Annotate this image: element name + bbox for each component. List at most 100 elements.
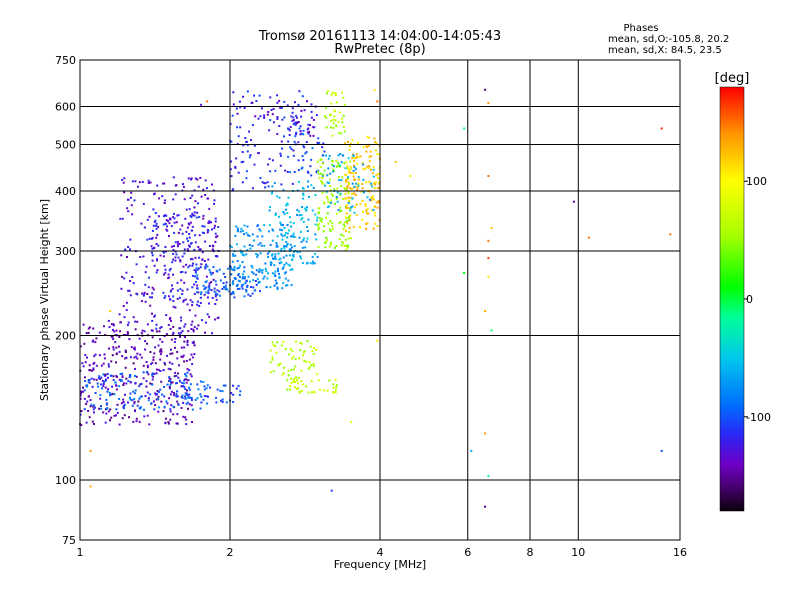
data-point	[200, 263, 203, 266]
data-point	[132, 420, 135, 423]
data-point	[173, 212, 175, 215]
data-point	[300, 240, 303, 243]
data-point	[166, 354, 168, 357]
data-point	[202, 214, 205, 217]
data-point	[114, 384, 117, 387]
data-point	[276, 101, 279, 104]
data-point	[284, 208, 287, 211]
data-point	[242, 233, 245, 236]
data-point	[255, 253, 258, 255]
data-point	[219, 389, 222, 392]
data-point	[151, 247, 154, 250]
data-point	[251, 292, 254, 295]
data-point	[136, 352, 139, 355]
data-point	[193, 326, 196, 329]
y-tick-label: 200	[55, 330, 76, 343]
data-point	[122, 334, 125, 336]
data-point	[272, 257, 274, 260]
data-point	[228, 290, 231, 293]
data-point	[214, 232, 217, 235]
data-point	[357, 184, 360, 187]
data-point	[272, 370, 275, 373]
data-point	[237, 273, 240, 275]
data-point	[313, 262, 316, 265]
x-tick-label: 10	[571, 546, 585, 559]
data-point	[187, 240, 190, 243]
data-point	[125, 271, 128, 274]
data-point	[276, 286, 279, 289]
data-point	[101, 379, 104, 382]
data-point	[300, 218, 303, 221]
data-point	[110, 323, 113, 326]
data-point	[164, 295, 167, 298]
data-point	[328, 245, 331, 248]
data-point	[219, 279, 222, 282]
data-point	[91, 340, 94, 343]
data-point	[316, 216, 319, 219]
data-point	[238, 394, 241, 396]
data-point	[155, 227, 158, 230]
data-point	[188, 236, 191, 239]
data-point	[263, 275, 266, 278]
data-point	[346, 244, 349, 247]
data-point	[326, 389, 329, 392]
data-point	[88, 416, 91, 419]
data-point	[312, 362, 315, 365]
data-point	[134, 375, 136, 377]
data-point	[96, 382, 99, 385]
data-point	[299, 130, 302, 133]
data-point	[224, 384, 227, 387]
data-point	[259, 242, 262, 245]
data-point	[95, 364, 98, 367]
data-point	[350, 187, 353, 190]
data-point	[190, 397, 193, 399]
data-point	[255, 273, 258, 276]
data-point	[146, 323, 149, 326]
data-point	[243, 224, 246, 227]
data-point	[329, 185, 332, 188]
data-point	[236, 260, 239, 262]
data-point	[182, 183, 184, 186]
data-point	[368, 160, 371, 163]
data-point	[320, 179, 323, 182]
data-point	[348, 231, 351, 233]
data-point	[306, 261, 309, 264]
data-point	[149, 393, 152, 396]
data-point	[201, 258, 204, 261]
data-point	[286, 202, 289, 205]
data-point	[157, 391, 160, 393]
data-point	[186, 339, 189, 342]
data-point	[118, 336, 121, 338]
data-point	[373, 211, 376, 214]
data-point	[255, 100, 258, 102]
data-point	[124, 357, 127, 360]
data-point	[268, 129, 271, 132]
data-point	[211, 272, 214, 275]
data-point	[202, 232, 205, 234]
data-point	[210, 272, 213, 275]
data-point	[208, 207, 211, 210]
data-point	[169, 298, 171, 301]
data-point	[345, 245, 348, 247]
data-point	[154, 392, 157, 395]
data-point	[184, 392, 187, 395]
data-point	[181, 224, 184, 227]
data-point	[368, 180, 371, 183]
data-point	[325, 196, 328, 198]
data-point	[188, 403, 191, 406]
data-point	[197, 291, 200, 294]
data-point	[297, 103, 300, 106]
data-point	[135, 355, 138, 358]
data-point	[374, 183, 377, 186]
data-point	[200, 103, 203, 106]
data-point	[266, 277, 269, 280]
data-point	[204, 179, 207, 182]
data-point	[299, 255, 302, 258]
data-point	[232, 401, 235, 403]
data-point	[194, 177, 197, 180]
data-point	[267, 163, 270, 166]
stats-x-mode: mean, sd,X: 84.5, 23.5	[608, 45, 722, 56]
data-point	[317, 211, 320, 214]
data-point	[99, 394, 102, 397]
data-point	[152, 358, 155, 361]
